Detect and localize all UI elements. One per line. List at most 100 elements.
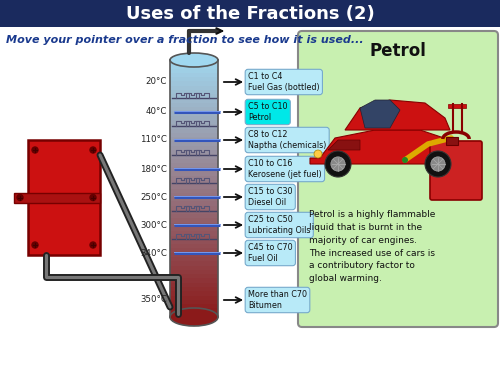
Bar [170,218,218,223]
Bar [170,150,218,154]
Bar [170,235,218,240]
Bar [170,64,218,69]
Circle shape [90,147,96,153]
Text: 180°C: 180°C [140,165,167,174]
Text: Uses of the Fractions (2): Uses of the Fractions (2) [126,5,374,23]
Bar [170,124,218,129]
Bar [170,184,218,189]
Bar [170,205,218,210]
FancyBboxPatch shape [430,141,482,200]
Text: C10 to C16
Kerosene (jet fuel): C10 to C16 Kerosene (jet fuel) [248,159,322,179]
Bar [170,76,218,81]
Bar [170,145,218,150]
Bar [170,209,218,214]
Bar [170,192,218,197]
Circle shape [90,195,96,201]
Text: Move your pointer over a fraction to see how it is used...: Move your pointer over a fraction to see… [6,35,364,45]
Bar [446,137,458,145]
Polygon shape [345,100,450,130]
Bar [170,166,218,171]
Ellipse shape [170,308,218,326]
Bar [448,104,466,108]
Bar [170,136,218,141]
Bar [170,106,218,111]
Text: C25 to C50
Lubricating Oils: C25 to C50 Lubricating Oils [248,215,310,235]
Circle shape [314,150,322,158]
Text: C1 to C4
Fuel Gas (bottled): C1 to C4 Fuel Gas (bottled) [248,72,320,92]
Bar [170,81,218,86]
Circle shape [402,157,408,163]
Bar [170,304,218,308]
Bar [170,265,218,270]
Bar [170,274,218,279]
Text: Petrol: Petrol [370,42,426,60]
Bar [170,286,218,291]
Circle shape [32,147,38,153]
Bar [170,154,218,159]
Bar [170,226,218,231]
Bar [170,179,218,184]
Bar [170,94,218,99]
Polygon shape [328,140,360,150]
Bar [170,85,218,90]
Text: 40°C: 40°C [146,108,167,117]
Text: 350°C: 350°C [140,296,167,304]
Bar [170,214,218,219]
Ellipse shape [170,53,218,67]
Bar [170,269,218,274]
Text: C45 to C70
Fuel Oil: C45 to C70 Fuel Oil [248,243,292,263]
Bar [170,162,218,167]
Bar [170,308,218,313]
Bar [170,295,218,300]
Text: 20°C: 20°C [146,78,167,87]
Bar [170,252,218,257]
Bar [170,188,218,193]
Bar [170,261,218,266]
Bar [170,239,218,244]
Text: C15 to C30
Diesel Oil: C15 to C30 Diesel Oil [248,187,292,207]
Bar [170,299,218,304]
Bar [170,141,218,146]
Bar [170,244,218,249]
Bar [170,115,218,120]
Circle shape [425,151,451,177]
Text: 340°C: 340°C [140,249,167,258]
Bar [170,60,218,64]
Polygon shape [310,130,470,164]
Bar [170,222,218,227]
Circle shape [325,151,351,177]
Text: C8 to C12
Naptha (chemicals): C8 to C12 Naptha (chemicals) [248,130,326,150]
Text: Petrol is a highly flammable
liquid that is burnt in the
majority of car engines: Petrol is a highly flammable liquid that… [309,210,436,283]
Bar [170,171,218,176]
Bar [170,120,218,124]
Bar [170,98,218,103]
Text: C5 to C10
Petrol: C5 to C10 Petrol [248,102,288,122]
FancyBboxPatch shape [298,31,498,327]
Circle shape [17,195,23,201]
Bar [170,196,218,201]
Bar [170,102,218,107]
Circle shape [90,242,96,248]
Bar [170,248,218,253]
Bar [170,201,218,206]
Circle shape [431,157,445,171]
Circle shape [331,157,345,171]
Bar [170,68,218,73]
Bar [170,175,218,180]
Text: 110°C: 110°C [140,135,167,144]
Text: More than C70
Bitumen: More than C70 Bitumen [248,290,307,310]
Bar [170,256,218,261]
Bar [170,158,218,163]
Bar [170,72,218,77]
Bar [170,291,218,296]
Bar [14,192,100,202]
Bar [170,231,218,236]
Bar [0,0,500,27]
Text: 250°C: 250°C [140,192,167,201]
Bar [170,132,218,137]
Bar [170,128,218,133]
Bar [170,278,218,283]
Bar [170,282,218,287]
Text: 300°C: 300°C [140,220,167,230]
Polygon shape [360,100,400,128]
